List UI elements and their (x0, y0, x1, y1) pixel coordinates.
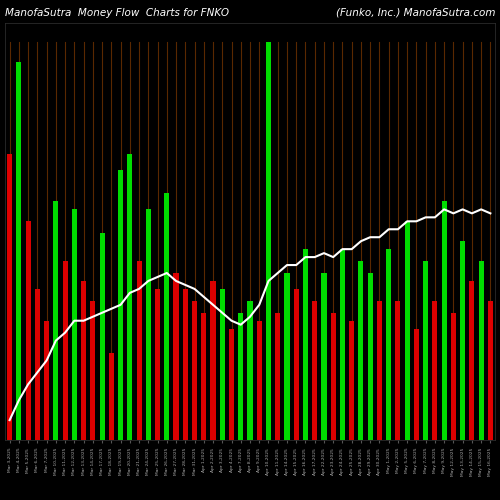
Bar (322, 273, 326, 440)
Bar (340, 249, 345, 440)
Bar (294, 289, 299, 440)
Bar (312, 301, 318, 440)
Bar (368, 273, 372, 440)
Bar (432, 301, 438, 440)
Bar (192, 301, 197, 440)
Bar (256, 320, 262, 440)
Bar (54, 202, 59, 440)
Bar (404, 222, 409, 440)
Bar (478, 261, 484, 440)
Bar (128, 154, 132, 440)
Bar (396, 301, 400, 440)
Bar (72, 210, 77, 440)
Bar (229, 328, 234, 440)
Bar (266, 42, 271, 440)
Bar (146, 210, 151, 440)
Bar (377, 301, 382, 440)
Bar (182, 289, 188, 440)
Bar (414, 328, 419, 440)
Bar (451, 313, 456, 440)
Bar (164, 194, 170, 440)
Bar (100, 233, 104, 440)
Bar (118, 170, 123, 440)
Bar (238, 313, 244, 440)
Bar (284, 273, 290, 440)
Bar (275, 313, 280, 440)
Bar (62, 261, 68, 440)
Bar (386, 249, 391, 440)
Bar (90, 301, 96, 440)
Bar (423, 261, 428, 440)
Bar (460, 241, 465, 440)
Bar (109, 352, 114, 440)
Bar (220, 289, 225, 440)
Bar (136, 261, 141, 440)
Text: (Funko, Inc.) ManofaSutra.com: (Funko, Inc.) ManofaSutra.com (336, 8, 495, 18)
Bar (303, 249, 308, 440)
Bar (155, 289, 160, 440)
Bar (442, 202, 446, 440)
Bar (330, 313, 336, 440)
Bar (358, 261, 364, 440)
Bar (16, 62, 21, 440)
Bar (26, 222, 30, 440)
Bar (470, 281, 474, 440)
Bar (210, 281, 216, 440)
Text: ManofaSutra  Money Flow  Charts for FNKO: ManofaSutra Money Flow Charts for FNKO (5, 8, 229, 18)
Bar (201, 313, 206, 440)
Bar (488, 301, 493, 440)
Bar (248, 301, 252, 440)
Bar (7, 154, 12, 440)
Bar (81, 281, 86, 440)
Bar (44, 320, 49, 440)
Bar (349, 320, 354, 440)
Bar (35, 289, 40, 440)
Bar (174, 273, 178, 440)
